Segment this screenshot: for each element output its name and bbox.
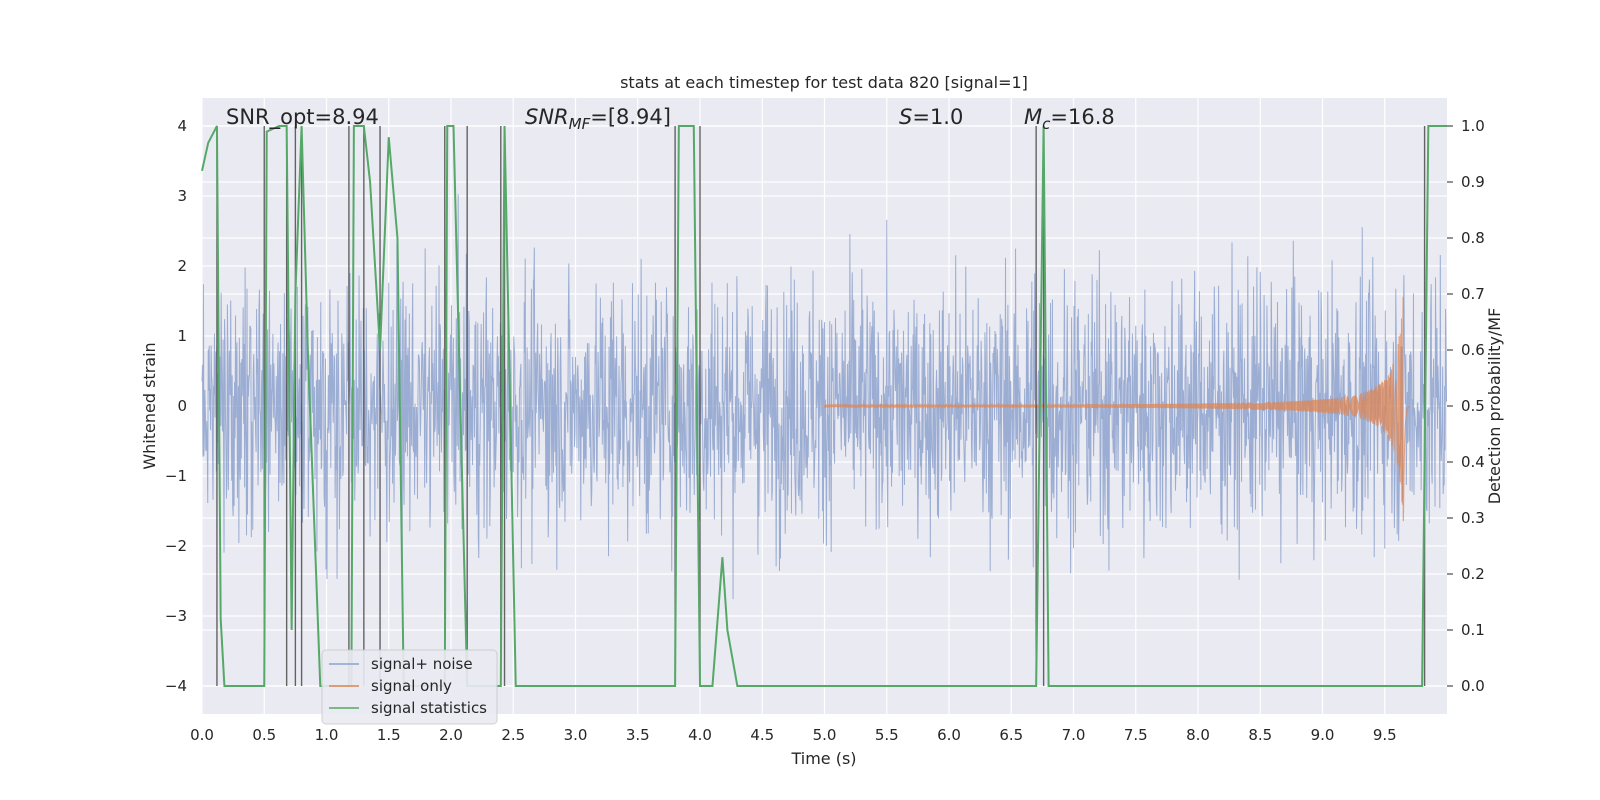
x-tick-label: 1.5 [377, 726, 401, 744]
x-tick-label: 6.5 [999, 726, 1023, 744]
x-tick-label: 6.0 [937, 726, 961, 744]
legend-box [321, 649, 498, 725]
y-left-tick-label: −2 [165, 537, 187, 555]
legend: signal+ noise signal only signal statist… [321, 649, 498, 725]
annotation-snr-mf-main: SNR [525, 105, 569, 129]
x-tick-label: 0.5 [252, 726, 276, 744]
y-right-tick-label: 0.9 [1461, 173, 1485, 191]
x-tick-label: 7.0 [1062, 726, 1086, 744]
legend-label-stats: signal statistics [371, 699, 487, 717]
annotation-mc-sub: c [1042, 115, 1051, 133]
x-tick-label: 8.0 [1186, 726, 1210, 744]
noise-line [201, 194, 1448, 600]
annotation-snr-mf-value: =[8.94] [590, 105, 671, 129]
annotation-s: S=1.0 [899, 105, 963, 129]
noise-series [201, 194, 1448, 600]
y-right-tick-label: 0.0 [1461, 677, 1485, 695]
y-right-tick-label: 0.2 [1461, 565, 1485, 583]
y-right-tick-label: 0.8 [1461, 229, 1485, 247]
y-left-tick-label: −1 [165, 467, 187, 485]
x-axis-label: Time (s) [790, 749, 856, 768]
chart-title: stats at each timestep for test data 820… [620, 73, 1028, 92]
x-tick-label: 2.0 [439, 726, 463, 744]
y-right-tick-label: 0.7 [1461, 285, 1485, 303]
y-axis-label-right: Detection probability/MF [1485, 308, 1504, 505]
legend-label-noise: signal+ noise [371, 655, 473, 673]
annotation-snr-mf: SNRMF=[8.94] [525, 105, 671, 133]
annotation-s-value: =1.0 [912, 105, 963, 129]
y-left-tick-label: 3 [177, 187, 187, 205]
annotation-mc-main: M [1024, 105, 1042, 129]
annotation-s-main: S [899, 105, 912, 129]
annotation-mc: Mc=16.8 [1024, 105, 1115, 133]
y-left-tick-label: 0 [177, 397, 187, 415]
chirp-series [824, 296, 1410, 522]
annotation-mc-value: =16.8 [1050, 105, 1114, 129]
signal-statistics-line [201, 125, 1447, 687]
annotation-snr-opt: SNR_opt=8.94 [226, 105, 379, 130]
y-left-tick-labels: −4 −3 −2 −1 0 1 2 3 4 [165, 117, 187, 695]
x-tick-label: 3.5 [626, 726, 650, 744]
x-tick-label: 9.0 [1311, 726, 1335, 744]
y-left-tick-label: −4 [165, 677, 187, 695]
annotation-snr-mf-sub: MF [569, 115, 591, 133]
x-tick-label: 5.0 [813, 726, 837, 744]
y-right-tick-label: 0.3 [1461, 509, 1485, 527]
y-right-tick-label: 0.4 [1461, 453, 1485, 471]
y-left-tick-label: 2 [177, 257, 187, 275]
y-right-tick-label: 0.6 [1461, 341, 1485, 359]
statistics-series [201, 125, 1447, 687]
x-tick-label: 4.0 [688, 726, 712, 744]
y-right-tick-label: 1.0 [1461, 117, 1485, 135]
x-tick-label: 4.5 [750, 726, 774, 744]
y-right-tick-labels: 0.0 0.1 0.2 0.3 0.4 0.5 0.6 0.7 0.8 0.9 1.0 [1447, 117, 1485, 695]
x-tick-label: 9.5 [1373, 726, 1397, 744]
x-tick-label: 5.5 [875, 726, 899, 744]
x-tick-labels: 0.0 0.5 1.0 1.5 2.0 2.5 3.0 3.5 4.0 4.5 5.0 5.5 6.0 6… [190, 726, 1397, 744]
y-left-tick-label: −3 [165, 607, 187, 625]
x-tick-label: 1.0 [315, 726, 339, 744]
y-axis-label-left: Whitened strain [140, 342, 159, 469]
x-tick-label: 7.5 [1124, 726, 1148, 744]
y-left-tick-label: 4 [177, 117, 187, 135]
x-tick-label: 8.5 [1248, 726, 1272, 744]
x-tick-label: 0.0 [190, 726, 214, 744]
x-tick-label: 3.0 [564, 726, 588, 744]
y-right-tick-label: 0.1 [1461, 621, 1485, 639]
x-tick-label: 2.5 [501, 726, 525, 744]
y-right-tick-label: 0.5 [1461, 397, 1485, 415]
y-left-tick-label: 1 [177, 327, 187, 345]
signal-only-line [824, 296, 1410, 522]
legend-label-signal: signal only [371, 677, 452, 695]
